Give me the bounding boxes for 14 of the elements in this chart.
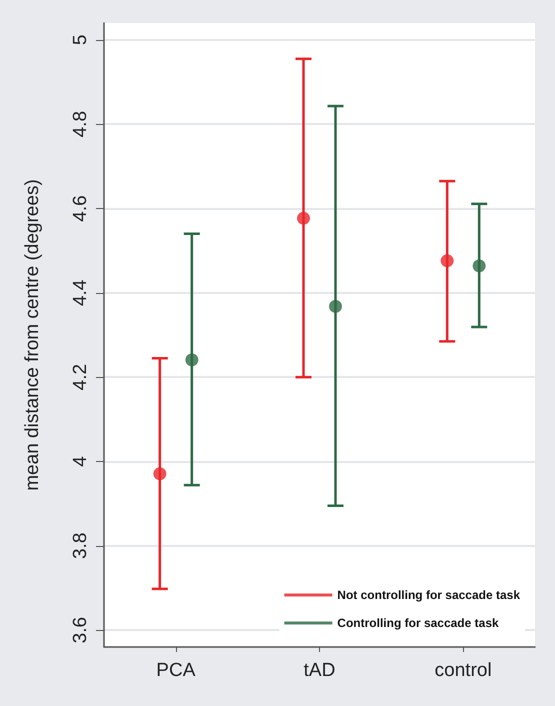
legend-label: Controlling for saccade task (337, 616, 499, 630)
y-tick-label: 4.6 (70, 195, 91, 222)
x-tick-label: tAD (304, 660, 336, 681)
y-tick-label: 3.6 (70, 616, 91, 644)
y-tick-label: 4 (70, 456, 91, 467)
x-tick-label: PCA (156, 660, 196, 681)
y-tick-label: 5 (70, 34, 91, 46)
y-axis-title: mean distance from centre (degrees) (22, 179, 43, 491)
y-tick-label: 4.2 (70, 364, 91, 390)
x-tick-label: control (434, 660, 492, 681)
legend-label: Not controlling for saccade task (337, 588, 520, 602)
y-tick-label: 3.8 (70, 532, 91, 560)
y-tick-label: 4.4 (70, 279, 91, 306)
y-tick-label: 4.8 (70, 110, 91, 138)
